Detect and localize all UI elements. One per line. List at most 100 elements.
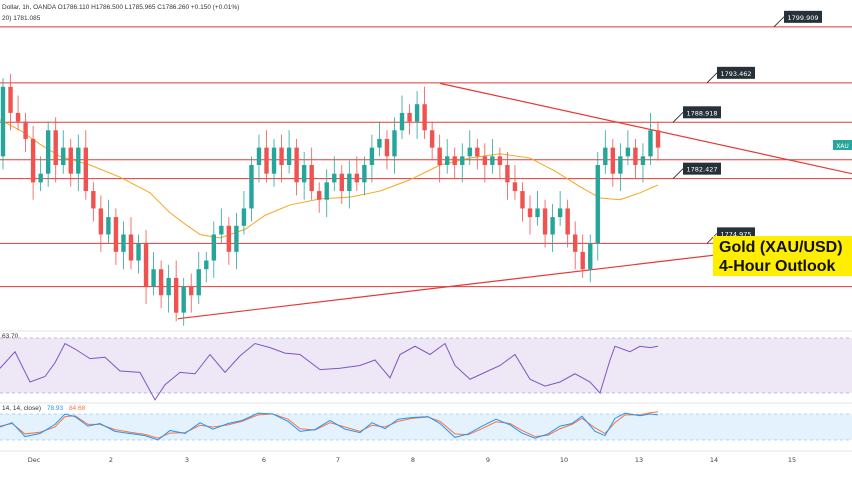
candle-body [196,269,201,296]
x-tick-label: 3 [185,456,189,464]
level-label: 1788.918 [686,109,717,117]
candle-body [422,104,427,131]
stoch-d-value: 84.68 [68,405,86,412]
candle-body [189,286,194,296]
candle-body [324,182,329,200]
candle-body [211,234,217,261]
stoch-k-line [0,412,659,441]
candle-body [527,208,533,218]
candle-body [497,156,503,165]
symbol-tag: XAU [836,143,849,150]
candle-body [234,225,239,252]
candle-body [45,130,51,174]
candle-body [354,173,360,183]
x-tick-label: 10 [560,456,568,464]
candle-body [0,86,6,157]
candle-body [53,130,58,165]
x-tick-label: 15 [788,456,796,464]
candle-body [106,217,111,235]
candle-body [91,191,96,209]
candle-body [625,147,631,157]
candle-body [610,147,616,174]
candle-body [279,147,284,165]
level-label: 1782.427 [686,166,717,174]
candle-body [136,243,141,261]
level-pointer [672,168,684,179]
candle-body [76,147,81,174]
candle-body [452,156,457,165]
candle-body [241,208,247,226]
candle-body [317,191,322,200]
candle-body [68,147,73,174]
candle-body [339,173,344,192]
candle-body [113,217,119,252]
candle-body [618,156,623,174]
candle-body [256,147,262,165]
candle-body [399,112,405,131]
level-label-box [784,10,822,23]
stoch-label: 14, 14, close) [2,405,42,412]
candle-body [550,217,555,235]
outlook-subtitle: 4-Hour Outlook [719,258,836,275]
candle-body [460,156,465,165]
candle-body [332,173,337,183]
ma-header: 20) 1781.085 [2,15,41,22]
candle-body [640,156,646,165]
level-pointer [706,233,718,244]
candle-body [309,165,314,192]
candle-body [271,147,277,174]
x-tick-label: 6 [262,456,266,464]
outlook-title: Gold (XAU/USD) [719,239,843,256]
candle-body [204,260,209,270]
candle-body [83,147,89,192]
candle-body [362,165,367,183]
candle-body [633,147,638,165]
level-label: 1774.975 [720,230,751,238]
candle-body [557,208,563,218]
level-pointer [672,112,684,123]
candle-body [377,138,382,148]
candle-body [482,156,488,165]
ohlc-header: Dollar, 1h, OANDA O1786.110 H1786.500 L1… [2,4,240,11]
candle-body [542,208,548,235]
x-tick-label: 13 [635,456,643,464]
x-tick-label: 7 [336,456,340,464]
candle-body [38,173,43,183]
candle-body [128,234,134,261]
candle-body [648,130,653,157]
candle-body [369,147,375,165]
candle-body [249,165,254,209]
candle-body [603,147,608,165]
candle-body [429,130,435,148]
candle-body [505,165,510,183]
trendline-descending [439,82,852,175]
candle-body [181,286,186,313]
level-label-box [717,66,755,79]
candle-body [467,147,472,157]
level-pointer [773,16,785,28]
candle-body [595,165,600,244]
candle-body [173,277,179,313]
candle-body [572,234,578,252]
stoch-k-value: 78.93 [46,405,64,412]
x-tick-label: 9 [486,456,490,464]
candle-body [143,243,149,287]
candle-body [286,147,292,165]
candle-body [294,147,299,183]
level-label: 1793.462 [720,70,751,78]
outlook-banner: Gold (XAU/USD) 4-Hour Outlook [713,236,852,276]
price-pane-bg [0,0,852,330]
candle-body [15,112,21,122]
candle-body [588,243,593,270]
candle-body [520,191,525,209]
candle-body [444,156,450,165]
candle-body [30,138,36,183]
candle-body [392,130,397,157]
rsi-band [0,338,852,393]
moving-average-line [0,119,659,239]
candle-body [226,225,232,252]
level-label-box [683,162,721,175]
candle-body [655,130,661,148]
